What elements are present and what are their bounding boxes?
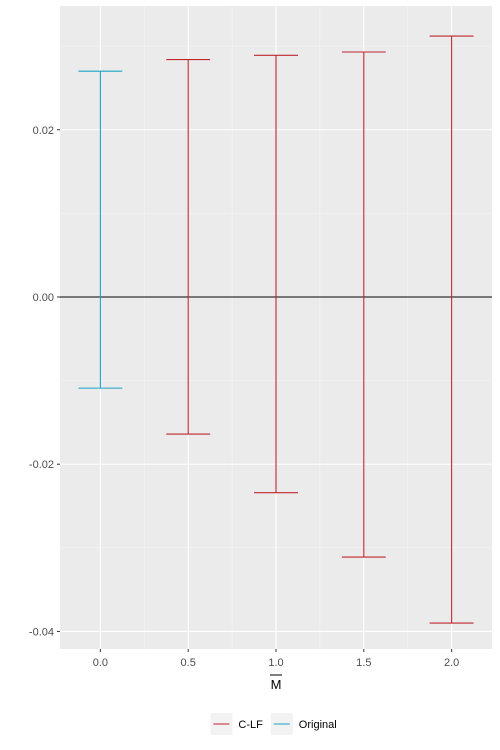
y-tick-label: 0.02 [33, 125, 54, 137]
y-tick-label: -0.04 [29, 626, 54, 638]
x-tick-label: 1.5 [356, 657, 371, 669]
legend-label-original: Original [299, 719, 337, 731]
error-bar-original-0 [78, 70, 123, 389]
x-axis-title: M [271, 677, 282, 692]
x-tick-label: 1.0 [268, 657, 283, 669]
error-bars [78, 35, 474, 624]
y-tick-label: -0.02 [29, 459, 54, 471]
error-bar-c-lf-0-5 [166, 58, 211, 435]
y-axis: 0.02 0.00 -0.02 -0.04 [29, 125, 60, 638]
x-tick-label: 0.0 [93, 657, 108, 669]
legend-item-c-lf: C-LF [210, 713, 263, 735]
x-tick-label: 0.5 [181, 657, 196, 669]
legend: C-LF Original [210, 713, 337, 735]
legend-item-original: Original [270, 713, 337, 735]
error-bar-c-lf-1 [254, 54, 298, 494]
x-tick-label: 2.0 [444, 657, 459, 669]
error-bar-c-lf-2 [429, 35, 474, 624]
x-axis: 0.0 0.5 1.0 1.5 2.0 [93, 649, 459, 669]
error-bar-c-lf-1-5 [341, 51, 386, 558]
y-tick-label: 0.00 [33, 292, 54, 304]
legend-label-c-lf: C-LF [238, 719, 263, 731]
